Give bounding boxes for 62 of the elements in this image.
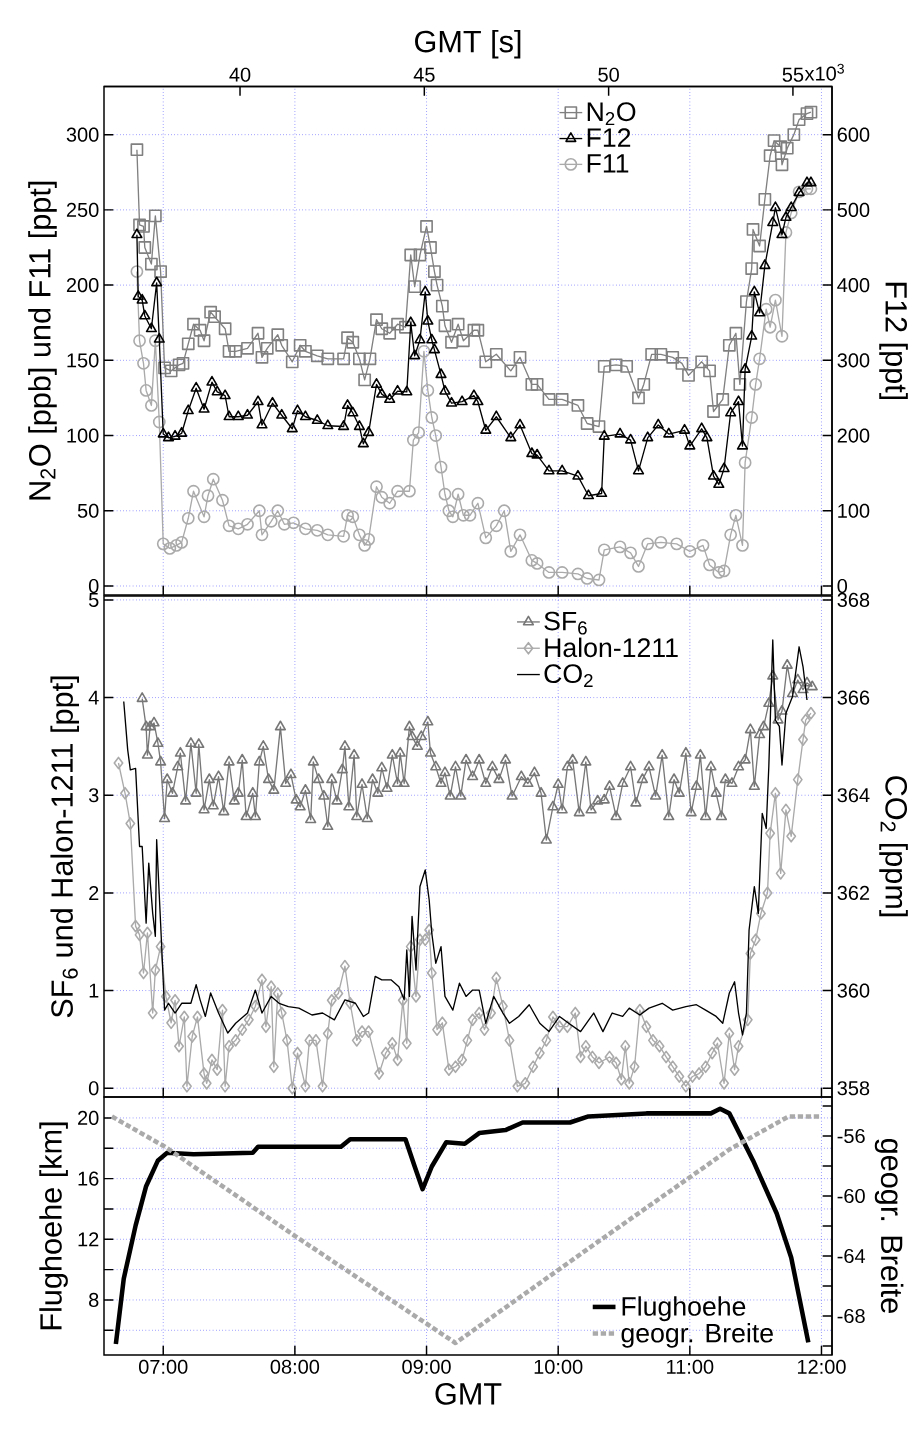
y-tick-label: 100 (67, 428, 99, 443)
y2-axis-title: F12 [ppt] (879, 282, 908, 400)
y-tick-label: 8 (89, 1292, 99, 1308)
y2-tick-label: 366 (837, 690, 870, 705)
text: x10$^{3}$ (804, 63, 844, 81)
y2-tick-label: 600 (837, 127, 870, 142)
y-tick-label: 0 (88, 1081, 99, 1096)
x-tick-label: 07:00 (138, 1359, 188, 1374)
legend-label: Halon-1211 (545, 637, 678, 658)
y-tick-label: 50 (77, 503, 99, 518)
y2-tick-label: 300 (837, 353, 870, 368)
x-tick-label: 11:00 (667, 1359, 714, 1374)
legend-label: F12 (587, 128, 631, 147)
x2-axis-title: GMT [s] (415, 29, 521, 59)
legend-label: geogr. Breite (621, 1322, 773, 1348)
y-tick-label: 20 (78, 1110, 99, 1126)
x-tick-label: 08:00 (270, 1359, 320, 1374)
legend-label: SF$_{6}$ (544, 611, 587, 635)
y-tick-label: 12 (78, 1232, 99, 1247)
y2-tick-label: -60 (837, 1188, 865, 1204)
y2-axis-title: CO$_{2}$ [ppm] (879, 776, 908, 917)
y2-tick-label: 364 (837, 788, 870, 803)
x-tick-label: 10:00 (534, 1359, 583, 1374)
y-axis-title: N$_{2}$O [ppb] und F11 [ppt] (28, 181, 57, 500)
x2-tick-label: 50 (598, 67, 619, 82)
x2-tick-label: 45 (413, 67, 435, 82)
y-tick-label: 5 (88, 592, 99, 607)
x2-tick-label: 40 (229, 67, 251, 82)
x-tick-label: 09:00 (402, 1359, 451, 1374)
legend-label: F11 (587, 154, 629, 173)
y-tick-label: 0 (88, 578, 99, 594)
y-axis-title: SF$_{6}$ und Halon-1211 [ppt] (50, 676, 79, 1018)
y2-tick-label: 0 (837, 578, 848, 594)
y2-axis-title: geogr. Breite (874, 1138, 904, 1313)
x-tick-label: 12:00 (797, 1359, 846, 1374)
y2-tick-label: 358 (837, 1081, 870, 1096)
y-tick-label: 1 (89, 983, 99, 998)
y2-tick-label: 100 (838, 503, 870, 518)
y2-tick-label: 368 (837, 592, 870, 607)
y-tick-label: 300 (66, 127, 99, 142)
y2-tick-label: 360 (837, 983, 870, 998)
x-axis-title: GMT (435, 1383, 502, 1405)
y-tick-label: 2 (89, 885, 99, 900)
y2-tick-label: 200 (837, 428, 870, 443)
y-tick-label: 4 (88, 690, 99, 705)
y2-tick-label: -56 (837, 1128, 865, 1144)
y-tick-label: 250 (66, 202, 99, 217)
y2-tick-label: -64 (837, 1248, 866, 1264)
legend-label: CO$_{2}$ (544, 664, 593, 688)
legend-label: N$_{2}$O (587, 102, 636, 126)
y-tick-label: 200 (66, 278, 99, 293)
y2-tick-label: -68 (837, 1308, 865, 1324)
y2-tick-label: 400 (837, 278, 870, 293)
y-tick-label: 16 (78, 1171, 99, 1186)
y-tick-label: 3 (88, 788, 99, 803)
y2-tick-label: 362 (837, 885, 870, 900)
y-tick-label: 150 (67, 353, 99, 368)
y2-tick-label: 500 (837, 202, 870, 217)
x2-tick-label: 55 (782, 67, 804, 82)
y-axis-title: Flughoehe [km] (39, 1122, 68, 1330)
line-series (123, 639, 808, 1036)
legend-label: Flughoehe (622, 1296, 746, 1322)
